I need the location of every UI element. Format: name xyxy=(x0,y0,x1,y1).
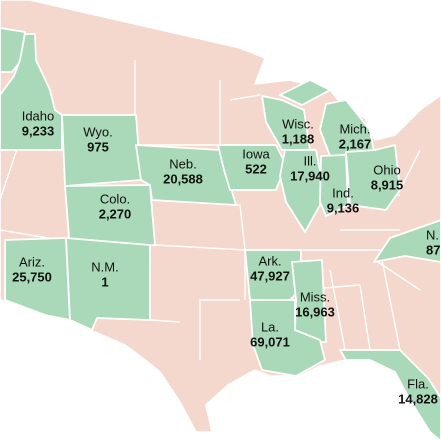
new-mexico xyxy=(65,237,151,331)
state-value: 25,750 xyxy=(12,269,52,284)
iowa xyxy=(217,144,287,191)
state-name: Wisc. xyxy=(282,116,314,131)
north-carolina xyxy=(373,219,441,263)
ohio xyxy=(345,144,401,211)
louisiana xyxy=(249,299,326,377)
state-value: 9,136 xyxy=(327,200,360,215)
state-name: Wyo. xyxy=(83,124,113,139)
state-value: 9,233 xyxy=(22,123,55,138)
indiana xyxy=(319,154,349,217)
michigan-upper xyxy=(279,79,331,106)
state-value: 1,188 xyxy=(282,131,315,146)
state-name: Ark. xyxy=(258,253,281,268)
state-value: 47,927 xyxy=(250,268,290,283)
state-value: 69,071 xyxy=(250,334,290,349)
state-name: Ohio xyxy=(373,162,400,177)
state-value: 2,167 xyxy=(339,136,372,151)
state-value: 2,270 xyxy=(99,206,132,221)
illinois xyxy=(279,149,322,233)
state-value: 17,940 xyxy=(290,168,330,183)
state-name: N.M. xyxy=(91,259,118,274)
colorado xyxy=(64,184,156,251)
state-value: 8,915 xyxy=(371,177,404,192)
state-name: Neb. xyxy=(169,156,196,171)
florida xyxy=(339,349,441,441)
state-name: Ind. xyxy=(332,185,354,200)
state-value: 975 xyxy=(87,139,109,154)
arizona xyxy=(4,237,71,321)
state-name: Colo. xyxy=(100,191,130,206)
state-name: Ill. xyxy=(304,153,317,168)
highlighted-states xyxy=(0,27,441,441)
state-name: Mich. xyxy=(339,121,370,136)
state-value: 14,828 xyxy=(398,391,438,406)
state-value: 20,588 xyxy=(163,171,203,186)
state-name: Iowa xyxy=(242,146,270,161)
state-value: 16,963 xyxy=(295,304,335,319)
state-value: 87 xyxy=(426,242,440,257)
state-value: 1 xyxy=(101,274,108,289)
state-name: La. xyxy=(261,319,279,334)
state-value: 522 xyxy=(245,161,267,176)
state-name: Miss. xyxy=(300,289,330,304)
state-name: Fla. xyxy=(407,376,429,391)
state-name: N. xyxy=(426,227,439,242)
state-name: Ariz. xyxy=(19,254,45,269)
state-name: Idaho xyxy=(22,108,55,123)
